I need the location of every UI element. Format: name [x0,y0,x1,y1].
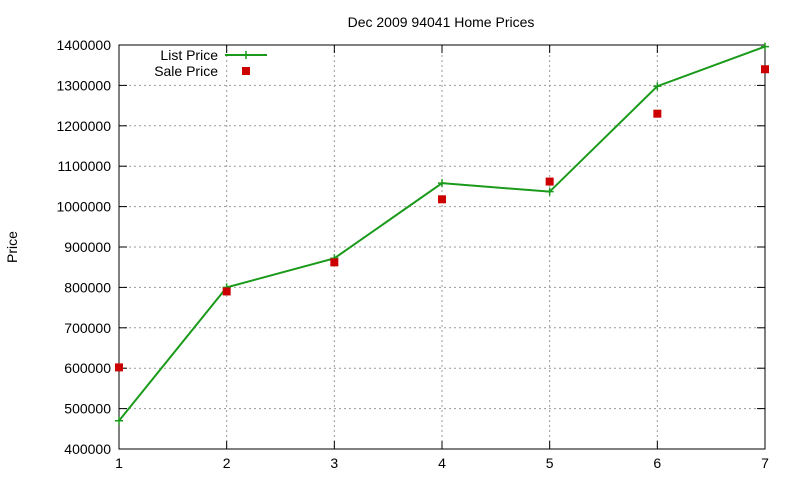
sale-price-point [330,258,339,267]
x-tick-label: 2 [223,455,231,471]
x-tick-label: 5 [546,455,554,471]
list-price-point [761,42,769,51]
data-series [115,42,769,425]
sale-price-point [545,177,554,186]
legend-label: List Price [160,47,218,63]
y-axis-label: Price [4,231,20,263]
series-sale-price [115,65,769,372]
y-tick-label: 700000 [64,320,111,336]
x-tick-label: 6 [653,455,661,471]
legend-marker-sale-price [242,67,250,75]
y-tick-label: 600000 [64,360,111,376]
list-price-point [115,416,123,425]
y-tick-label: 1200000 [56,118,111,134]
list-price-point [438,179,446,188]
x-tick-label: 1 [115,455,123,471]
list-price-line [118,45,766,422]
list-price-point [653,82,662,91]
sale-price-point [653,109,662,118]
y-tick-label: 1300000 [56,77,111,93]
x-tick-label: 3 [330,455,338,471]
y-tick-label: 400000 [64,441,111,457]
sale-price-point [222,287,231,296]
sale-price-point [115,363,123,372]
axis-ticks: 400000 500000 600000 700000 800000 900000 1000… [56,37,769,471]
legend-label: Sale Price [154,63,218,79]
grid-lines [119,45,765,449]
sale-price-point [438,195,446,204]
y-tick-label: 900000 [64,239,111,255]
legend-marker-list-price [242,51,250,59]
y-tick-label: 500000 [64,401,111,417]
y-tick-label: 1000000 [56,199,111,215]
chart-title: Dec 2009 94041 Home Prices [348,14,535,30]
sale-price-point [761,65,769,74]
series-list-price [115,42,769,425]
y-tick-label: 1100000 [58,158,112,174]
x-tick-label: 7 [761,455,769,471]
y-tick-label: 1400000 [56,37,111,53]
list-price-point [545,187,554,196]
y-tick-label: 800000 [64,279,111,295]
x-tick-label: 4 [438,455,446,471]
